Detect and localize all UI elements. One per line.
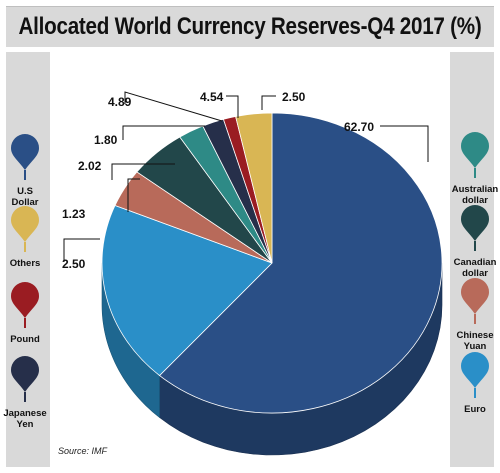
legend-right-3-pin-icon <box>461 352 489 388</box>
legend-right-3: Euro <box>461 352 489 415</box>
data-label-0: 62.70 <box>344 120 374 134</box>
data-label-1: 2.50 <box>62 257 86 271</box>
legend-right-1-pin-icon <box>461 205 489 241</box>
pie-slice-7 <box>235 112 273 264</box>
source-note: Source: IMF <box>58 446 108 456</box>
legend-left-2-pin-icon <box>11 282 39 318</box>
legend-right-3-label-0: Euro <box>464 404 486 415</box>
leader-line-2 <box>127 178 140 212</box>
legend-right-2-label-0: Chinese <box>457 330 494 341</box>
legend-right-1-label-0: Canadian <box>454 257 497 268</box>
legend-left-0-pin-icon <box>11 134 39 170</box>
data-label-5: 4.89 <box>108 95 132 109</box>
legend-right-1-label-1: dollar <box>462 268 488 279</box>
callout-group: 62.70 2.50 1.23 2.02 1.80 4.89 4.54 2.50 <box>62 90 429 271</box>
pie-slice-0 <box>158 112 443 414</box>
leader-line-7 <box>261 95 276 110</box>
legend-right-0-pin-icon <box>461 132 489 168</box>
data-label-2: 1.23 <box>62 207 86 221</box>
legend-left-1: Others <box>10 206 41 269</box>
leader-line-3 <box>111 163 175 180</box>
data-label-7: 2.50 <box>282 90 306 104</box>
legend-right-0-label-1: dollar <box>462 195 488 206</box>
legend-right-2-label-1: Yuan <box>464 341 487 352</box>
legend-left-2-label-0: Pound <box>10 334 40 345</box>
leader-line-5 <box>124 91 223 122</box>
legend-right-0-label-0: Australian <box>452 184 499 195</box>
legend-left-1-label-0: Others <box>10 258 41 269</box>
chart-title: Allocated World Currency Reserves-Q4 201… <box>18 13 482 40</box>
legend-left-3-pin-icon <box>11 356 39 392</box>
legend-left-1-pin-icon <box>11 206 39 242</box>
pie-top-group <box>101 112 443 414</box>
leader-line-4 <box>122 125 205 140</box>
legend-left-0-label-1: Dollar <box>12 197 39 208</box>
pie-slice-1 <box>101 204 273 377</box>
legend-left-2: Pound <box>10 282 40 345</box>
leader-line-0 <box>380 125 429 162</box>
data-label-6: 4.54 <box>200 90 224 104</box>
legend-left-3-label-1: Yen <box>17 419 34 430</box>
leader-line-1 <box>63 238 100 262</box>
legend-left-3-label-0: Japanese <box>3 408 46 419</box>
legend-left-0-label-0: U.S <box>17 186 33 197</box>
data-label-4: 1.80 <box>94 133 118 147</box>
legend-right-2-pin-icon <box>461 278 489 314</box>
data-label-3: 2.02 <box>78 159 102 173</box>
title-bar: Allocated World Currency Reserves-Q4 201… <box>6 6 494 47</box>
leader-line-6 <box>226 95 239 118</box>
